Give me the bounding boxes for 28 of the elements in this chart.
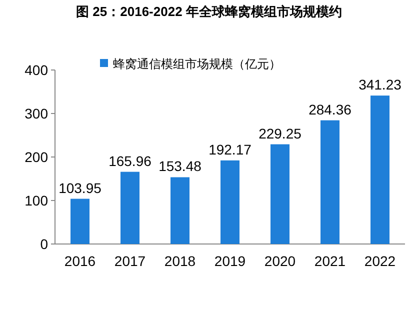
data-label: 153.48: [158, 158, 202, 174]
x-tick-label: 2017: [114, 253, 146, 269]
x-tick-label: 2021: [314, 253, 346, 269]
bar: [320, 120, 340, 244]
bar: [220, 160, 240, 244]
data-label: 192.17: [208, 141, 252, 158]
data-label: 341.23: [358, 76, 402, 93]
data-label: 165.96: [108, 152, 152, 169]
y-tick-label: 200: [24, 149, 48, 165]
bar: [70, 198, 90, 244]
data-label: 229.25: [258, 125, 302, 142]
x-tick-label: 2022: [364, 253, 396, 269]
y-tick-label: 300: [24, 106, 48, 122]
y-tick-label: 400: [24, 62, 48, 78]
bar: [120, 172, 140, 244]
y-tick-label: 0: [40, 236, 48, 252]
bar: [370, 96, 390, 244]
data-label: 103.95: [58, 180, 102, 196]
legend-label: 蜂窝通信模组市场规模（亿元）: [113, 57, 281, 71]
chart-title: 图 25：2016-2022 年全球蜂窝模组市场规模约: [76, 4, 342, 19]
y-tick-label: 100: [24, 192, 48, 208]
x-tick-label: 2019: [214, 253, 246, 269]
x-tick-label: 2018: [164, 253, 196, 269]
data-label: 284.36: [308, 101, 352, 118]
bar: [270, 144, 290, 244]
x-tick-label: 2020: [264, 253, 296, 269]
x-tick-label: 2016: [64, 253, 96, 269]
bar: [170, 177, 190, 244]
